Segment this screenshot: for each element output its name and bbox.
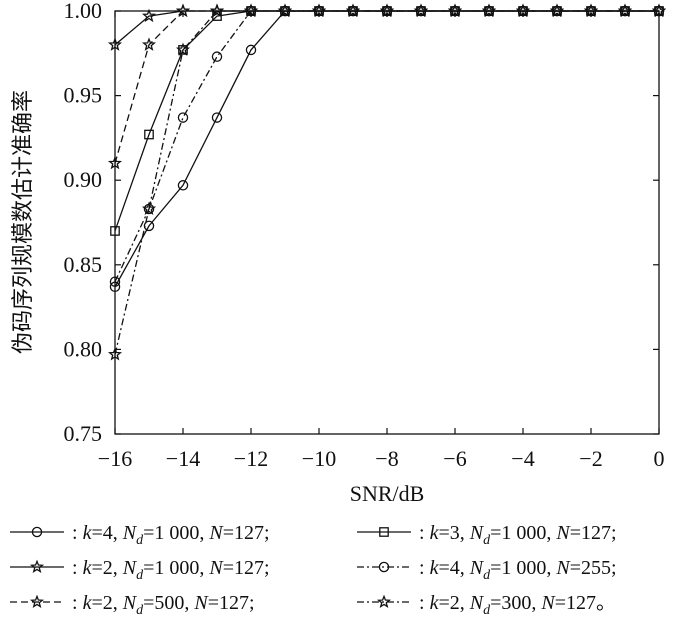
data-point <box>107 347 123 361</box>
data-point <box>515 3 531 17</box>
legend-label: : k=4, Nd=1 000, N=127; <box>72 522 270 548</box>
y-tick-label: 0.80 <box>64 336 103 361</box>
y-axis-label: 伪码序列规模数估计准确率 <box>11 90 36 354</box>
legend-item-3: : k=2, Nd=1 000, N=127; <box>10 557 270 583</box>
data-point <box>177 112 189 123</box>
legend-marker <box>29 559 45 573</box>
x-tick-label: −2 <box>579 446 602 471</box>
data-point <box>277 3 293 17</box>
x-tick-label: −16 <box>98 446 132 471</box>
data-point <box>413 3 429 17</box>
legend-item-6: : k=2, Nd=300, N=127。 <box>357 592 616 618</box>
legend-label: : k=2, Nd=1 000, N=127; <box>72 557 270 583</box>
x-axis: −16 −14 −12 −10 −8 −6 −4 −2 0 <box>98 11 665 471</box>
data-point <box>211 51 223 62</box>
legend-item-4: : k=4, Nd=1 000, N=255; <box>357 557 617 583</box>
y-tick-label: 1.00 <box>64 0 103 23</box>
data-point <box>141 8 157 23</box>
series-5 <box>107 3 667 170</box>
data-point <box>177 180 189 191</box>
data-point <box>175 42 191 56</box>
data-point <box>109 276 121 287</box>
data-point <box>107 37 123 51</box>
data-point <box>447 3 463 17</box>
y-tick-label: 0.85 <box>64 252 103 277</box>
y-tick-label: 0.75 <box>64 421 103 446</box>
series-4 <box>109 5 665 287</box>
legend-marker <box>378 561 390 573</box>
data-point <box>549 3 565 17</box>
series-line <box>114 10 659 232</box>
legend-item-1: : k=4, Nd=1 000, N=127; <box>10 522 270 548</box>
legend-marker <box>29 594 45 608</box>
legend-marker <box>31 526 43 538</box>
y-tick-label: 0.90 <box>64 167 103 192</box>
legend-label: : k=2, Nd=500, N=127; <box>72 592 255 618</box>
plot-area <box>114 10 660 435</box>
x-tick-label: −12 <box>234 446 268 471</box>
data-point <box>141 37 157 51</box>
series-line <box>114 10 659 288</box>
legend: : k=4, Nd=1 000, N=127; : k=3, Nd=1 000, … <box>10 522 617 618</box>
series-line <box>114 10 659 355</box>
series-line <box>114 10 659 282</box>
data-point <box>481 3 497 17</box>
x-tick-label: −8 <box>375 446 398 471</box>
legend-label: : k=4, Nd=1 000, N=255; <box>419 557 617 583</box>
data-point <box>109 281 121 293</box>
x-tick-label: 0 <box>654 446 665 471</box>
legend-marker <box>379 527 389 537</box>
x-tick-label: −14 <box>166 446 200 471</box>
x-tick-label: −6 <box>443 446 466 471</box>
series-6 <box>107 3 667 361</box>
data-point <box>211 112 223 123</box>
legend-item-2: : k=3, Nd=1 000, N=127; <box>357 522 617 548</box>
series-2 <box>110 6 664 236</box>
data-point <box>617 3 633 17</box>
y-axis: 0.75 0.80 0.85 0.90 0.95 1.00 <box>64 0 659 446</box>
data-point <box>110 226 120 236</box>
legend-label: : k=2, Nd=300, N=127。 <box>419 592 616 618</box>
x-axis-label: SNR/dB <box>350 481 425 506</box>
legend-label: : k=3, Nd=1 000, N=127; <box>419 522 617 548</box>
data-point <box>583 3 599 17</box>
series-1 <box>109 5 665 293</box>
series-layer <box>107 3 667 361</box>
data-point <box>144 129 154 140</box>
data-point <box>311 3 327 17</box>
x-tick-label: −4 <box>511 446 534 471</box>
plot-frame <box>114 10 660 435</box>
data-point <box>175 3 191 17</box>
data-point <box>209 3 225 17</box>
legend-item-5: : k=2, Nd=500, N=127; <box>10 592 255 618</box>
data-point <box>243 3 259 17</box>
data-point <box>245 44 257 56</box>
data-point <box>651 3 667 17</box>
legend-marker <box>376 594 392 608</box>
data-point <box>141 201 157 215</box>
y-tick-label: 0.95 <box>64 83 103 108</box>
data-point <box>345 3 361 17</box>
x-tick-label: −10 <box>302 446 336 471</box>
data-point <box>107 155 123 170</box>
data-point <box>379 3 395 17</box>
